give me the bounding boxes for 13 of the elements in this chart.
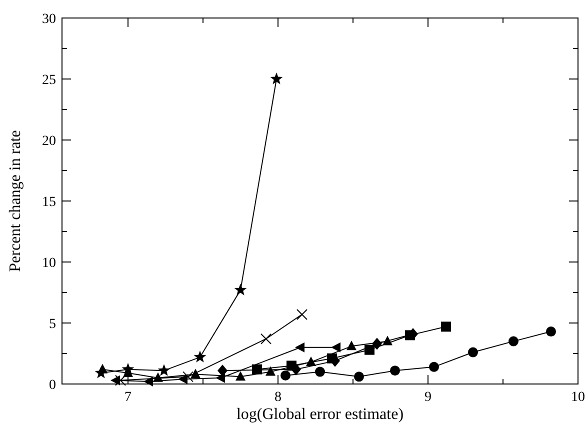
x-tick-label: 7 (124, 390, 132, 405)
x-tick-label: 8 (274, 390, 282, 405)
x-axis-title: log(Global error estimate) (236, 406, 404, 423)
y-tick-label: 0 (49, 378, 56, 393)
y-tick-label: 5 (49, 317, 56, 332)
y-tick-label: 10 (42, 256, 56, 271)
y-tick-label: 25 (42, 73, 56, 88)
y-tick-label: 15 (42, 195, 56, 210)
y-tick-label: 20 (42, 134, 56, 149)
y-axis-title: Percent change in rate (7, 130, 24, 272)
x-tick-label: 9 (424, 390, 432, 405)
x-tick-label: 10 (571, 390, 585, 405)
y-tick-label: 30 (42, 12, 56, 27)
